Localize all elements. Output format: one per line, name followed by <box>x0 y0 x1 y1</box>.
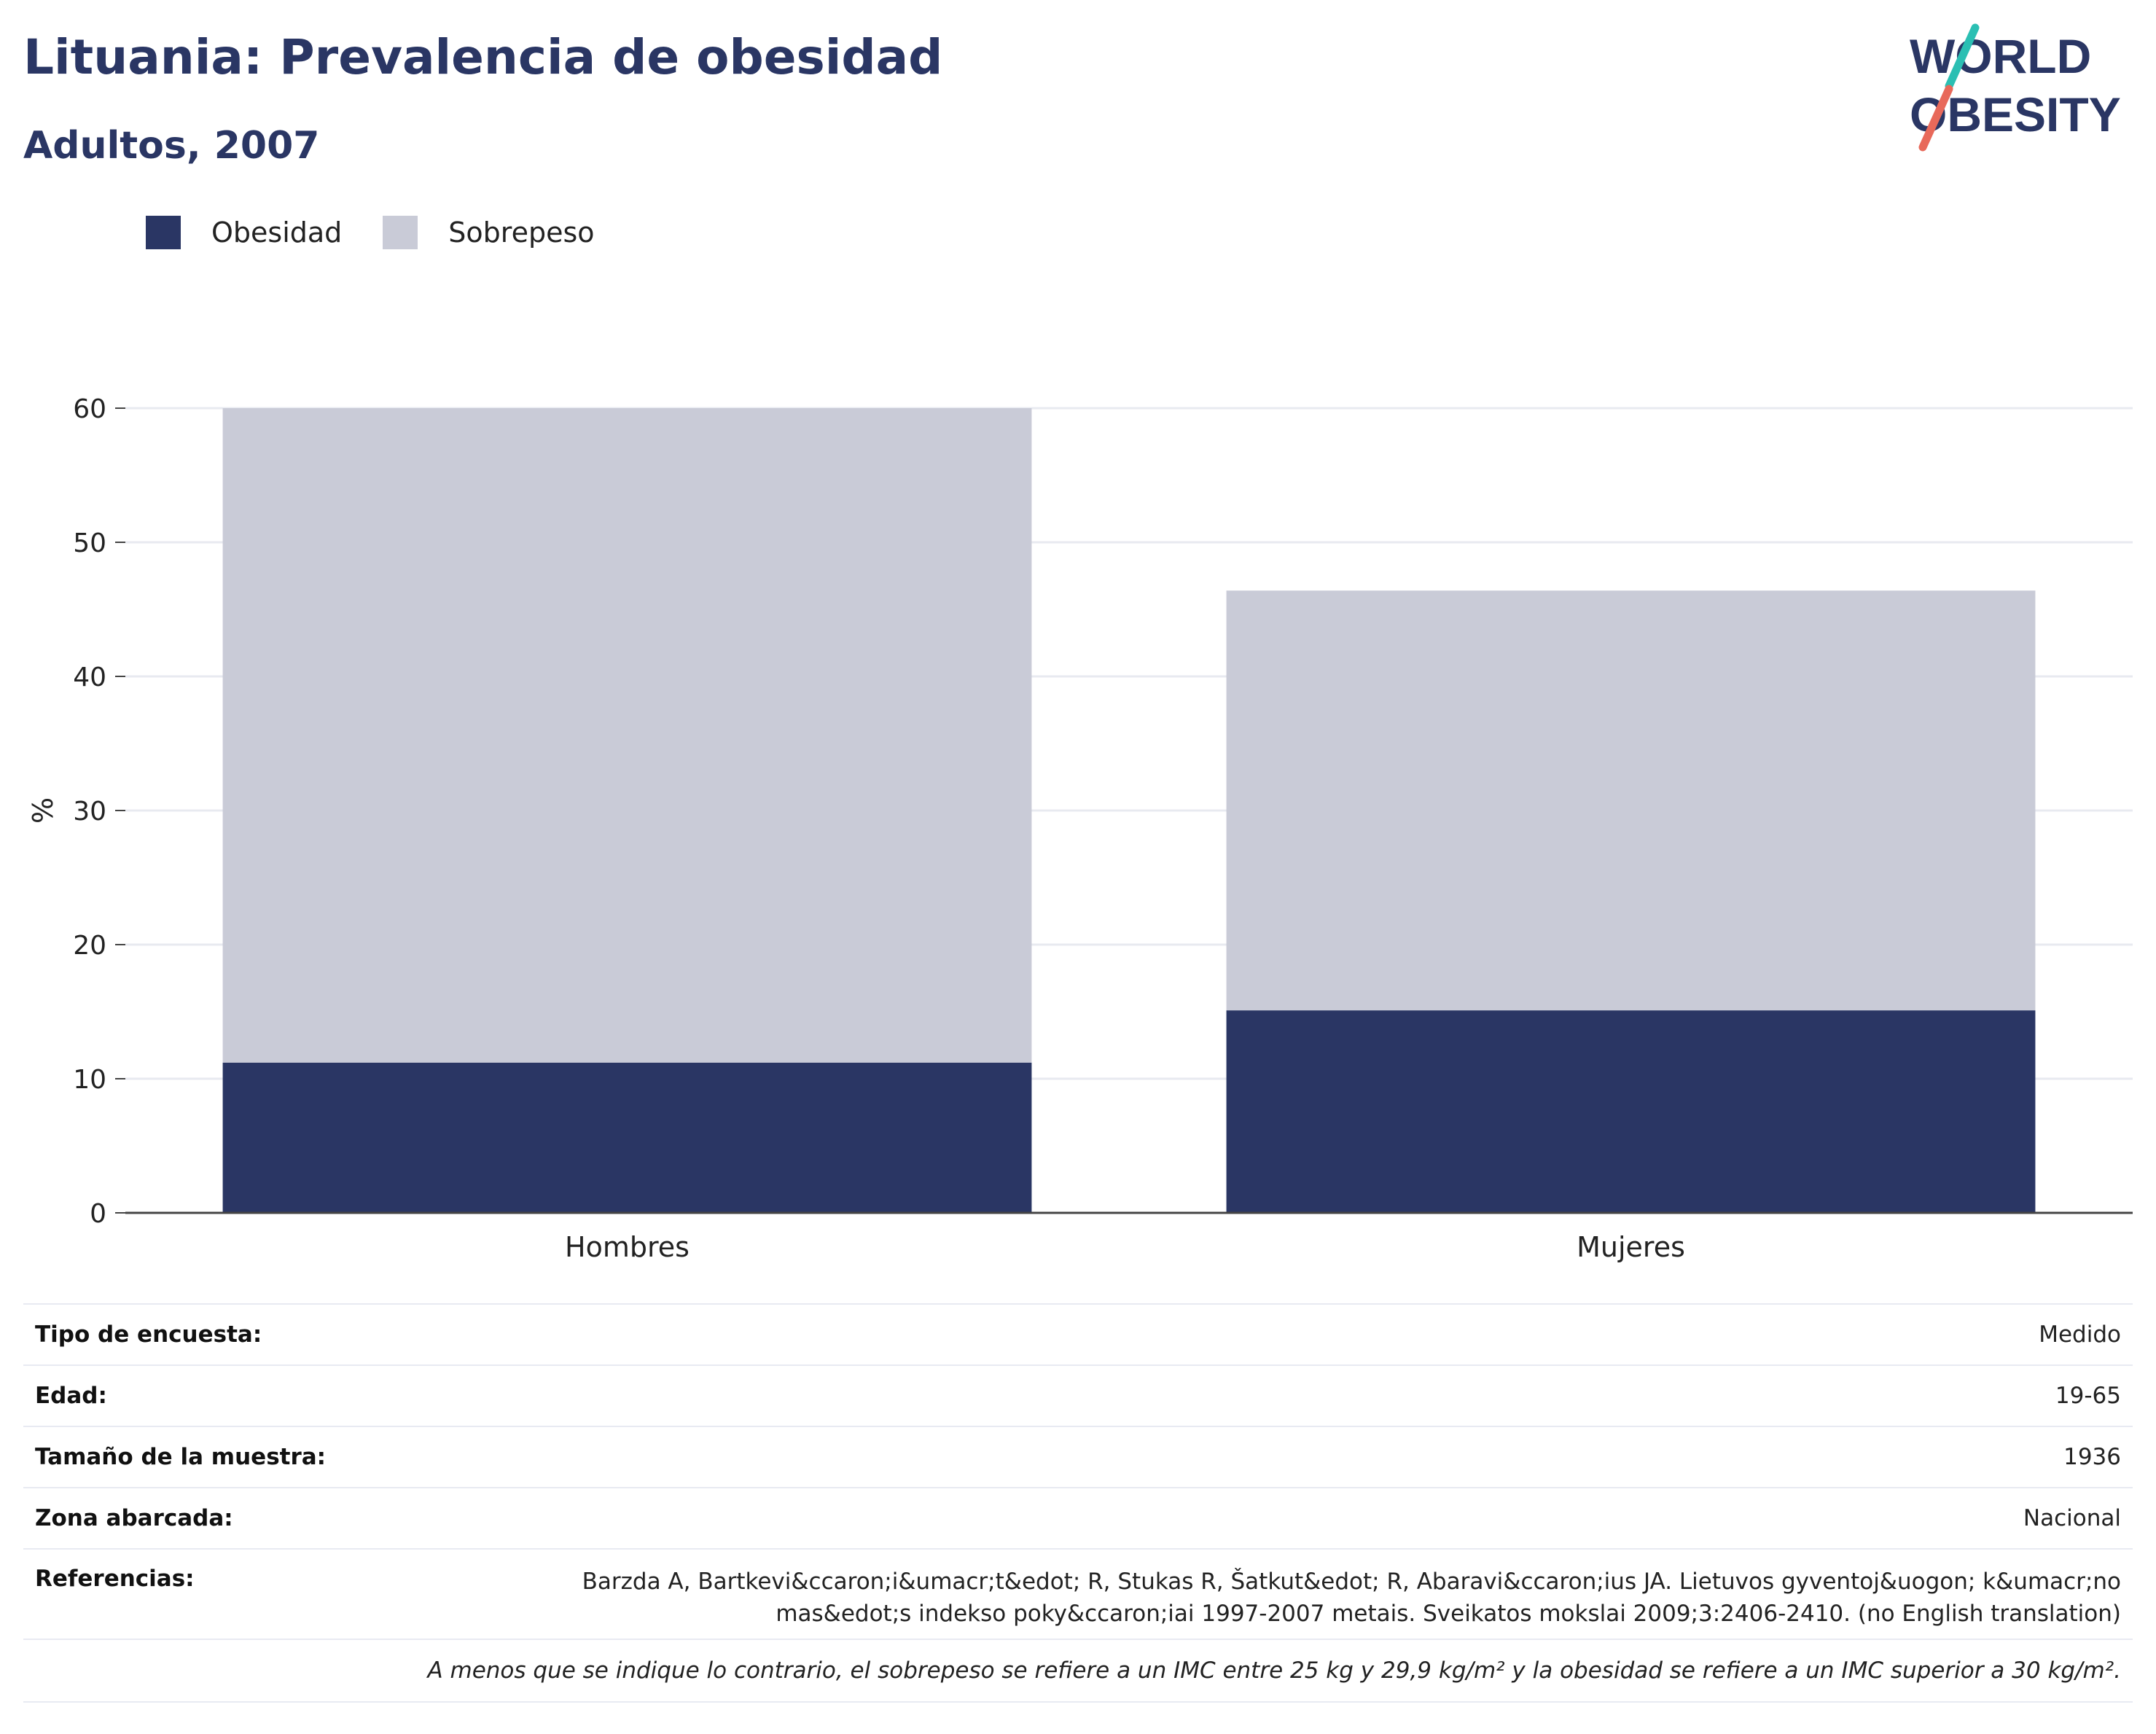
x-tick-label: Mujeres <box>1577 1231 1685 1263</box>
logo-line1: WORLD <box>1910 29 2091 83</box>
y-tick-label: 40 <box>73 663 106 692</box>
y-tick-label: 10 <box>73 1065 106 1095</box>
world-obesity-logo: WORLD OBESITY <box>1910 23 2121 152</box>
meta-key-area: Zona abarcada: <box>35 1505 233 1531</box>
bar-obesidad-mujeres <box>1226 1010 2036 1213</box>
meta-row-survey-type: Tipo de encuesta: Medido <box>23 1303 2133 1364</box>
legend-label-obesity: Obesidad <box>211 216 343 249</box>
meta-row-sample-size: Tamaño de la muestra: 1936 <box>23 1426 2133 1487</box>
meta-row-age: Edad: 19-65 <box>23 1364 2133 1426</box>
meta-val-references: Barzda A, Bartkevi&ccaron;i&umacr;t&edot… <box>582 1569 2121 1627</box>
meta-key-sample-size: Tamaño de la muestra: <box>35 1444 327 1470</box>
chart-legend: Obesidad Sobrepeso <box>146 216 636 249</box>
legend-swatch-obesity <box>146 216 181 249</box>
legend-item-obesity[interactable]: Obesidad <box>146 216 342 249</box>
meta-key-survey-type: Tipo de encuesta: <box>35 1321 262 1348</box>
bar-obesidad-hombres <box>222 1062 1032 1213</box>
y-tick-label: 0 <box>90 1199 106 1229</box>
y-tick-label: 30 <box>73 797 106 827</box>
meta-val-age: 19-65 <box>2055 1383 2121 1409</box>
x-tick-label: Hombres <box>565 1231 690 1263</box>
meta-val-area: Nacional <box>2023 1505 2121 1531</box>
page-subtitle: Adultos, 2007 <box>23 124 320 168</box>
meta-key-references: Referencias: <box>35 1566 195 1592</box>
bar-sobrepeso-mujeres <box>1226 590 2036 1011</box>
footnote: A menos que se indique lo contrario, el … <box>23 1639 2133 1703</box>
y-tick-label: 60 <box>73 394 106 424</box>
survey-details: Tipo de encuesta: Medido Edad: 19-65 Tam… <box>23 1303 2133 1703</box>
stacked-bar-chart: 0 10 20 30 40 50 60% Hombres Mujeres <box>27 394 2133 1263</box>
y-tick-label: 20 <box>73 931 106 961</box>
meta-val-survey-type: Medido <box>2039 1321 2121 1348</box>
bar-sobrepeso-hombres <box>222 408 1032 1063</box>
legend-label-overweight: Sobrepeso <box>448 216 595 249</box>
y-tick-label: 50 <box>73 528 106 558</box>
y-axis-label: % <box>27 797 59 824</box>
page-title: Lituania: Prevalencia de obesidad <box>23 29 943 85</box>
meta-val-sample-size: 1936 <box>2063 1444 2121 1470</box>
meta-row-references: Referencias: Barzda A, Bartkevi&ccaron;i… <box>23 1548 2133 1639</box>
legend-item-overweight[interactable]: Sobrepeso <box>383 216 595 249</box>
legend-swatch-overweight <box>383 216 418 249</box>
meta-row-area: Zona abarcada: Nacional <box>23 1487 2133 1548</box>
meta-key-age: Edad: <box>35 1383 107 1409</box>
